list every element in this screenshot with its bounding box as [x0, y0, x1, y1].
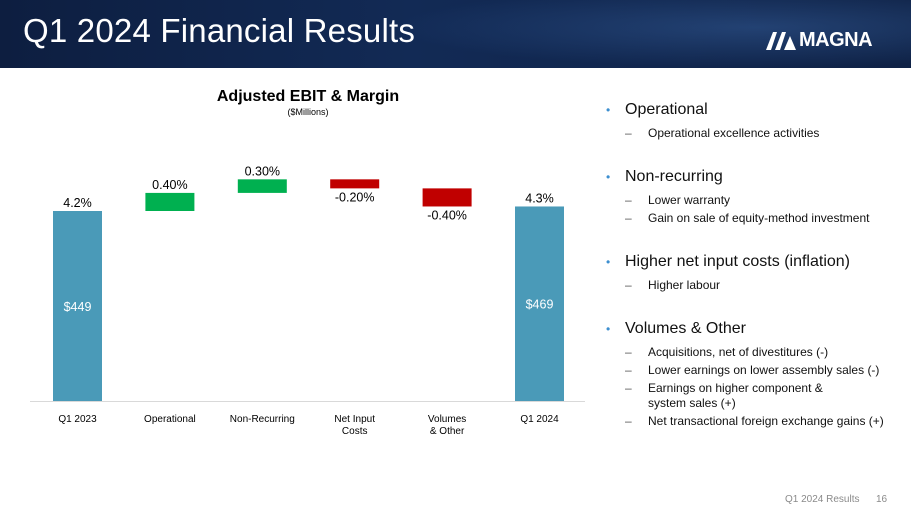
bullet-heading-text: Volumes & Other	[625, 320, 746, 337]
bullet-dot-icon: •	[606, 322, 611, 336]
data-label-4: -0.40%	[427, 208, 467, 222]
bullet-group: • Operational – Operational excellence acti…	[603, 100, 903, 141]
dash-icon: –	[625, 381, 632, 395]
dash-icon: –	[625, 345, 632, 359]
chart-title: Adjusted EBIT & Margin	[217, 88, 399, 105]
waterfall-chart: Adjusted EBIT & Margin ($Millions) 4.2% $44…	[0, 68, 600, 448]
dash-icon: –	[625, 211, 632, 225]
logo-text: MAGNA	[799, 29, 873, 51]
bar-total-0	[53, 211, 102, 401]
category-label-2: Non-Recurring	[230, 414, 295, 425]
category-label-5: Q1 2024	[520, 414, 559, 425]
bullet-subitem: – Gain on sale of equity-method investmen…	[603, 211, 903, 226]
bullet-group: • Non-recurring – Lower warranty – Gain on sa…	[603, 167, 903, 226]
dash-icon: –	[625, 278, 632, 292]
data-label-1: 0.40%	[152, 178, 187, 192]
bar-increase-2	[237, 179, 287, 193]
slide-header: Q1 2024 Financial Results MAGNA	[0, 0, 911, 68]
bullet-heading: • Volumes & Other	[603, 319, 903, 339]
bar-decrease-3	[330, 179, 380, 189]
bullet-group: • Volumes & Other – Acquisitions, net of di…	[603, 319, 903, 429]
category-label-1: Operational	[144, 414, 196, 425]
bullet-subitem-text: Operational excellence activities	[648, 126, 820, 140]
bullet-subitem-text: Earnings on higher component & system sal…	[648, 381, 823, 410]
dash-icon: –	[625, 193, 632, 207]
data-label-0: 4.2%	[63, 196, 92, 210]
bullet-dot-icon: •	[606, 255, 611, 269]
chart-subtitle: ($Millions)	[287, 107, 328, 117]
bar-total-5	[515, 206, 564, 401]
dash-icon: –	[625, 363, 632, 377]
bullet-subitem: – Higher labour	[603, 278, 903, 293]
category-label-3: Net Input Costs	[334, 414, 375, 437]
category-label-0: Q1 2023	[58, 414, 97, 425]
bullet-subitem-text: Net transactional foreign exchange gains…	[648, 414, 884, 428]
data-label-5: 4.3%	[525, 191, 554, 205]
bullet-subitem: – Earnings on higher component & system sa…	[603, 381, 903, 411]
dash-icon: –	[625, 126, 632, 140]
bullet-heading: • Non-recurring	[603, 167, 903, 187]
slide-footer: Q1 2024 Results 16	[0, 494, 911, 512]
bullet-heading: • Operational	[603, 100, 903, 120]
magna-logo-icon	[766, 32, 796, 50]
slide-title: Q1 2024 Financial Results	[23, 12, 416, 49]
bar-decrease-4	[422, 188, 472, 207]
header-glow	[391, 0, 911, 68]
data-label-3: -0.20%	[335, 190, 375, 204]
bullet-dot-icon: •	[606, 103, 611, 117]
bullet-dot-icon: •	[606, 170, 611, 184]
footer-label: Q1 2024 Results	[785, 494, 860, 505]
bullet-group: • Higher net input costs (inflation) – High…	[603, 252, 903, 293]
bullet-subitem-text: Lower warranty	[648, 193, 731, 207]
bullet-subitem-text: Gain on sale of equity-method investment	[648, 211, 870, 225]
bullet-heading: • Higher net input costs (inflation)	[603, 252, 903, 272]
bullet-heading-text: Non-recurring	[625, 168, 723, 185]
category-label-4: Volumes & Other	[428, 414, 466, 437]
bullet-subitem-text: Higher labour	[648, 278, 721, 292]
bullet-list: • Operational – Operational excellence acti…	[603, 100, 903, 429]
bar-increase-1	[145, 192, 195, 211]
data-label-2: 0.30%	[245, 164, 280, 178]
bullet-subitem: – Acquisitions, net of divestitures (-)	[603, 345, 903, 360]
bullet-subitem: – Net transactional foreign exchange gain…	[603, 414, 903, 429]
bullet-subitem: – Lower warranty	[603, 193, 903, 208]
bullet-subitem-text: Lower earnings on lower assembly sales (…	[648, 363, 880, 377]
bullet-subitem-text: Acquisitions, net of divestitures (-)	[648, 345, 829, 359]
page-number: 16	[876, 494, 888, 505]
bullet-subitem: – Operational excellence activities	[603, 126, 903, 141]
dash-icon: –	[625, 414, 632, 428]
bar-inner-label-5: $469	[526, 298, 554, 312]
bullet-heading-text: Operational	[625, 101, 708, 118]
chart-svg: Adjusted EBIT & Margin ($Millions) 4.2% $44…	[30, 88, 585, 437]
bullet-heading-text: Higher net input costs (inflation)	[625, 253, 850, 270]
magna-logo: MAGNA	[766, 29, 873, 51]
bar-inner-label-0: $449	[64, 300, 92, 314]
bullet-subitem: – Lower earnings on lower assembly sales …	[603, 363, 903, 378]
